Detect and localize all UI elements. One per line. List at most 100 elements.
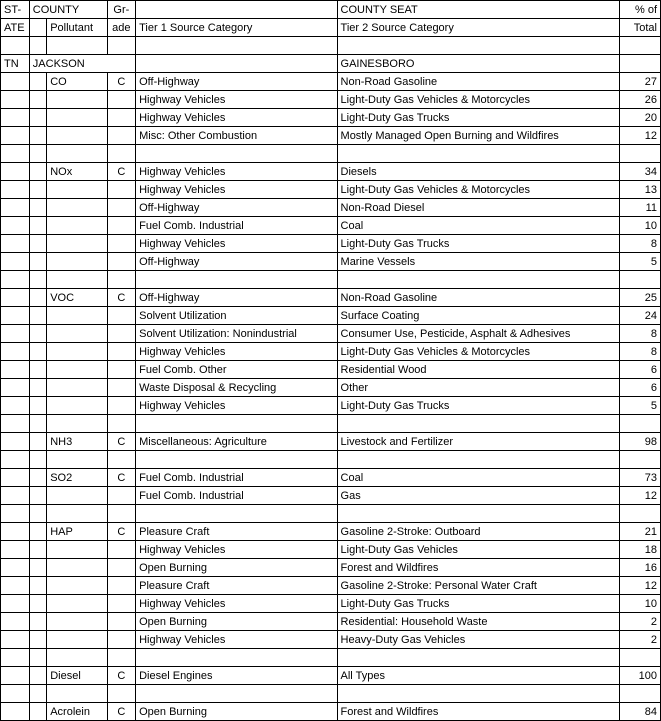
tier1-cell: Fuel Comb. Other	[136, 361, 337, 379]
hdr-tier1	[136, 1, 337, 19]
pct-cell: 26	[619, 91, 660, 109]
tier2-cell: Mostly Managed Open Burning and Wildfire…	[337, 127, 619, 145]
tier1-cell: Solvent Utilization	[136, 307, 337, 325]
pct-cell: 12	[619, 127, 660, 145]
state-cell	[1, 127, 30, 145]
pct-cell: 13	[619, 181, 660, 199]
grade-cell: C	[107, 433, 136, 451]
blank-cell	[29, 451, 46, 469]
tier2-cell: Light-Duty Gas Vehicles & Motorcycles	[337, 181, 619, 199]
grade-cell	[107, 379, 136, 397]
pct-cell	[619, 649, 660, 667]
pct-cell: 10	[619, 217, 660, 235]
pct-cell: 8	[619, 325, 660, 343]
blank-cell	[29, 613, 46, 631]
tier1-cell: Fuel Comb. Industrial	[136, 487, 337, 505]
tier1-cell: Off-Highway	[136, 253, 337, 271]
table-row: Fuel Comb. IndustrialCoal10	[1, 217, 661, 235]
hdr-county: COUNTY	[29, 1, 107, 19]
tier2-cell: Diesels	[337, 163, 619, 181]
grade-cell: C	[107, 73, 136, 91]
pollutant-cell	[47, 631, 107, 649]
blank-cell	[29, 379, 46, 397]
hdr-blank	[29, 19, 46, 37]
pollutant-cell	[47, 343, 107, 361]
tier2-cell	[337, 505, 619, 523]
pct-cell: 11	[619, 199, 660, 217]
tier1-cell: Waste Disposal & Recycling	[136, 379, 337, 397]
blank-cell	[29, 415, 46, 433]
header-row-1: ST- COUNTY Gr- COUNTY SEAT % of	[1, 1, 661, 19]
tier2-cell: Non-Road Gasoline	[337, 73, 619, 91]
pct-cell: 73	[619, 469, 660, 487]
tier1-cell: Highway Vehicles	[136, 181, 337, 199]
table-row: Fuel Comb. OtherResidential Wood6	[1, 361, 661, 379]
pollutant-cell	[47, 235, 107, 253]
blank-cell	[29, 577, 46, 595]
pollutant-cell	[47, 271, 107, 289]
table-row: Misc: Other CombustionMostly Managed Ope…	[1, 127, 661, 145]
state-cell	[1, 271, 30, 289]
table-row	[1, 685, 661, 703]
tier2-cell: Light-Duty Gas Trucks	[337, 109, 619, 127]
pct-cell: 84	[619, 703, 660, 721]
grade-cell	[107, 271, 136, 289]
tier1-cell: Open Burning	[136, 613, 337, 631]
pct-cell: 24	[619, 307, 660, 325]
pollutant-cell	[47, 649, 107, 667]
pct-cell: 2	[619, 631, 660, 649]
hdr-tier2: COUNTY SEAT	[337, 1, 619, 19]
pollutant-cell: HAP	[47, 523, 107, 541]
pct-cell	[619, 55, 660, 73]
tier2-cell: Light-Duty Gas Trucks	[337, 235, 619, 253]
tier1-cell: Diesel Engines	[136, 667, 337, 685]
state-cell	[1, 433, 30, 451]
grade-cell	[107, 199, 136, 217]
pollutant-cell	[47, 37, 107, 55]
pollutant-cell: VOC	[47, 289, 107, 307]
pct-cell: 34	[619, 163, 660, 181]
table-row: Solvent Utilization: NonindustrialConsum…	[1, 325, 661, 343]
hdr-state: ST-	[1, 1, 30, 19]
grade-cell	[107, 451, 136, 469]
grade-cell	[107, 37, 136, 55]
tier1-cell: Highway Vehicles	[136, 163, 337, 181]
blank-cell	[29, 703, 46, 721]
pollutant-cell	[47, 127, 107, 145]
pct-cell: 5	[619, 397, 660, 415]
grade-cell	[107, 415, 136, 433]
pct-cell: 18	[619, 541, 660, 559]
blank-cell	[29, 181, 46, 199]
pct-cell: 20	[619, 109, 660, 127]
pollutant-cell	[47, 595, 107, 613]
table-row: AcroleinCOpen BurningForest and Wildfire…	[1, 703, 661, 721]
blank-cell	[29, 595, 46, 613]
tier1-cell: Highway Vehicles	[136, 397, 337, 415]
state-cell	[1, 181, 30, 199]
pollutant-cell	[47, 361, 107, 379]
blank-cell	[29, 541, 46, 559]
state-cell	[1, 577, 30, 595]
table-row: COCOff-HighwayNon-Road Gasoline27	[1, 73, 661, 91]
state-cell	[1, 289, 30, 307]
tier2-cell: Light-Duty Gas Trucks	[337, 397, 619, 415]
blank-cell	[29, 163, 46, 181]
grade-cell	[107, 685, 136, 703]
tier2-cell: Non-Road Diesel	[337, 199, 619, 217]
grade-cell	[107, 541, 136, 559]
pollutant-cell: Diesel	[47, 667, 107, 685]
blank-cell	[29, 523, 46, 541]
blank-cell	[29, 343, 46, 361]
blank-cell	[29, 397, 46, 415]
pct-cell: 27	[619, 73, 660, 91]
blank-cell	[29, 127, 46, 145]
state-cell	[1, 343, 30, 361]
state-cell	[1, 109, 30, 127]
tier1-cell: Off-Highway	[136, 289, 337, 307]
state-cell	[1, 649, 30, 667]
pollutant-cell	[47, 415, 107, 433]
state-cell	[1, 217, 30, 235]
tier2-cell	[337, 415, 619, 433]
pct-cell	[619, 37, 660, 55]
pct-cell: 8	[619, 235, 660, 253]
